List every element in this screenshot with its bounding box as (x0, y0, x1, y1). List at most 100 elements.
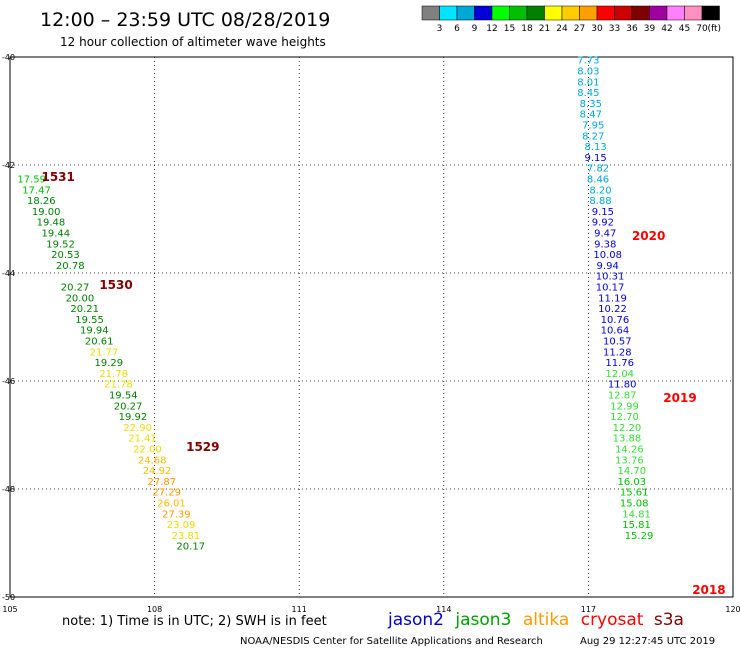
swh-value-s3a: 19.29 (94, 358, 123, 369)
scale-swatch (544, 5, 563, 21)
scale-label: 33 (609, 24, 620, 34)
pass-time-label: 2018 (692, 583, 725, 597)
footer-credit: NOAA/NESDIS Center for Satellite Applica… (240, 636, 543, 647)
swh-value-cryosat: 12.20 (613, 423, 642, 434)
swh-value-cryosat: 11.76 (605, 358, 634, 369)
scale-swatch (596, 5, 615, 21)
swh-value-cryosat: 9.92 (592, 218, 614, 229)
scale-label: 27 (574, 24, 585, 34)
swh-value-s3a: 18.26 (27, 196, 56, 207)
scale-unit: (ft) (708, 24, 722, 34)
scale-swatch (509, 5, 528, 21)
swh-value-cryosat: 13.76 (615, 455, 644, 466)
swh-value-s3a: 20.27 (114, 401, 143, 412)
swh-value-s3a: 19.48 (37, 218, 66, 229)
satellite-legend-cryosat: cryosat (581, 610, 644, 630)
swh-value-cryosat: 16.03 (617, 477, 646, 488)
swh-value-cryosat: 11.28 (603, 347, 632, 358)
swh-value-s3a: 22.90 (123, 423, 152, 434)
swh-value-s3a: 17.59 (17, 175, 46, 186)
swh-value-s3a: 19.55 (75, 315, 104, 326)
swh-value-s3a: 21.41 (128, 434, 157, 445)
plot-frame (9, 56, 734, 598)
scale-label: 30 (591, 24, 603, 34)
swh-value-cryosat: 14.26 (615, 445, 644, 456)
swh-value-cryosat: 8.03 (577, 67, 599, 78)
scale-label: 39 (644, 24, 656, 34)
footer-timestamp: Aug 29 12:27:45 UTC 2019 (580, 636, 715, 647)
pass-time-label: 2020 (632, 229, 665, 243)
axis-ticks: 105 108 111 114 117 120 -40 -42 -44 -46 -48 -50 (2, 53, 740, 614)
swh-value-s3a: 24.68 (138, 455, 167, 466)
y-tick-label: -46 (2, 377, 15, 386)
scale-label: 9 (472, 24, 478, 34)
swh-value-cryosat: 8.20 (589, 185, 611, 196)
scale-swatch (579, 5, 598, 21)
data-points: 17.5917.4718.2619.0019.4819.4419.5220.53… (17, 56, 653, 553)
chart-grid (9, 56, 734, 598)
swh-value-s3a: 20.21 (70, 304, 99, 315)
scale-label: 21 (539, 24, 550, 34)
swh-value-cryosat: 12.87 (608, 391, 637, 402)
satellite-legend-jason3: jason3 (454, 610, 511, 630)
pass-time-label: 1529 (186, 440, 219, 454)
scale-label: 18 (521, 24, 533, 34)
scale-label: 3 (437, 24, 443, 34)
scale-swatch (701, 5, 720, 21)
swh-value-cryosat: 10.64 (601, 326, 630, 337)
swh-value-cryosat: 8.35 (580, 99, 602, 110)
scale-label: 6 (454, 24, 460, 34)
y-tick-label: -42 (2, 161, 15, 170)
swh-value-cryosat: 9.47 (594, 229, 616, 240)
swh-value-cryosat: 8.88 (589, 196, 611, 207)
x-tick-label: 114 (436, 605, 451, 614)
swh-value-cryosat: 11.80 (608, 380, 637, 391)
scale-swatch (439, 5, 458, 21)
swh-value-cryosat: 8.47 (580, 110, 602, 121)
swh-value-cryosat: 10.17 (596, 283, 625, 294)
swh-value-cryosat: 11.19 (598, 293, 627, 304)
swh-value-cryosat: 10.76 (601, 315, 630, 326)
chart-subtitle: 12 hour collection of altimeter wave hei… (60, 35, 326, 49)
scale-swatch (649, 5, 668, 21)
swh-value-cryosat: 12.70 (610, 412, 639, 423)
scale-label: 12 (486, 24, 497, 34)
scale-swatch (474, 5, 493, 21)
x-tick-label: 108 (147, 605, 162, 614)
satellite-legend-s3a: s3a (654, 610, 684, 630)
x-tick-label: 120 (725, 605, 740, 614)
swh-value-s3a: 27.39 (162, 509, 191, 520)
x-tick-label: 105 (2, 605, 17, 614)
swh-value-cryosat: 15.08 (620, 499, 649, 510)
footer-note: note: 1) Time is in UTC; 2) SWH is in fe… (62, 614, 327, 629)
swh-value-s3a: 23.81 (172, 531, 201, 542)
swh-value-cryosat: 7.82 (587, 164, 609, 175)
scale-label: 45 (679, 24, 690, 34)
swh-value-s3a: 20.78 (56, 261, 85, 272)
swh-value-cryosat: 7.95 (582, 121, 604, 132)
swh-value-cryosat: 12.04 (605, 369, 634, 380)
swh-value-cryosat: 8.13 (584, 142, 606, 153)
scale-swatch (614, 5, 633, 21)
swh-value-cryosat: 15.81 (622, 520, 651, 531)
scale-swatch (666, 5, 685, 21)
swh-value-s3a: 27.87 (148, 477, 177, 488)
swh-value-s3a: 19.94 (80, 326, 109, 337)
swh-value-s3a: 20.17 (176, 542, 205, 553)
swh-value-cryosat: 15.61 (620, 488, 649, 499)
scale-label: 42 (661, 24, 672, 34)
swh-value-cryosat: 9.94 (597, 261, 619, 272)
time-labels: 1531 1530 1529 2020 2019 2018 (41, 170, 725, 597)
swh-value-s3a: 19.92 (119, 412, 148, 423)
swh-value-cryosat: 9.15 (592, 207, 614, 218)
swh-value-cryosat: 8.46 (587, 175, 609, 186)
y-tick-label: -44 (2, 269, 15, 278)
swh-value-cryosat: 8.45 (577, 88, 599, 99)
x-tick-label: 111 (292, 605, 307, 614)
swh-value-cryosat: 13.88 (613, 434, 642, 445)
satellite-legend-altika: altika (523, 610, 570, 630)
swh-value-s3a: 17.47 (22, 185, 51, 196)
swh-value-s3a: 19.00 (32, 207, 61, 218)
swh-value-s3a: 22.00 (133, 445, 162, 456)
